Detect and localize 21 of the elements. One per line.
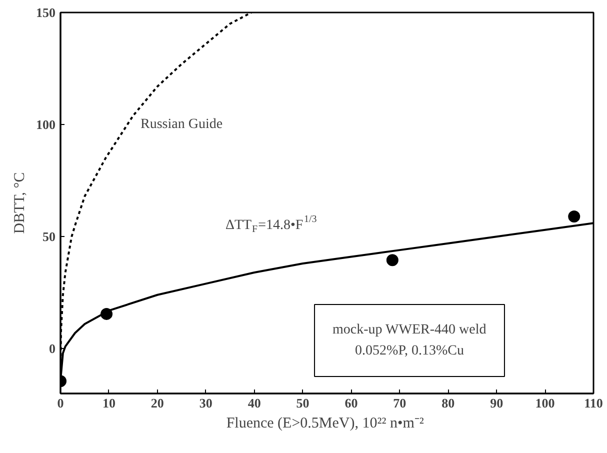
x-tick-label: 10 bbox=[102, 396, 116, 410]
annotation: mock-up WWER-440 weld 0.052%P, 0.13%Cu bbox=[332, 322, 486, 358]
y-tick-label: 50 bbox=[42, 229, 56, 244]
x-tick-label: 70 bbox=[393, 396, 406, 410]
y-tick-label: 0 bbox=[49, 341, 56, 356]
y-tick-label: 100 bbox=[36, 117, 56, 132]
x-tick-label: 90 bbox=[490, 396, 504, 410]
x-tick-label: 40 bbox=[248, 396, 261, 410]
annotation: Russian Guide bbox=[140, 117, 223, 132]
point bbox=[386, 254, 398, 266]
y-axis-title: DBTT, °C bbox=[12, 172, 28, 234]
x-axis-title: Fluence (E>0.5MeV), 10²² n•m⁻² bbox=[226, 416, 424, 432]
x-tick-label: 60 bbox=[344, 396, 358, 410]
y-tick-label: 150 bbox=[36, 5, 56, 20]
x-tick-label: 50 bbox=[296, 396, 310, 410]
x-tick-label: 110 bbox=[584, 396, 603, 410]
x-tick-label: 30 bbox=[199, 396, 212, 410]
x-tick-label: 100 bbox=[535, 396, 555, 410]
x-tick-label: 80 bbox=[442, 396, 455, 410]
x-tick-label: 20 bbox=[150, 396, 164, 410]
point bbox=[568, 210, 580, 222]
